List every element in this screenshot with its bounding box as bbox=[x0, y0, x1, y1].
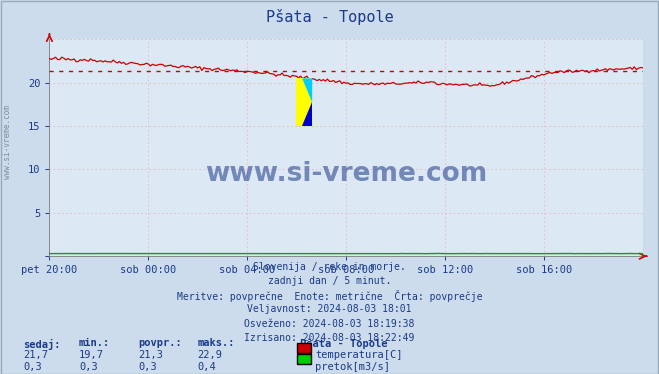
Text: 0,4: 0,4 bbox=[198, 362, 216, 372]
Text: Slovenija / reke in morje.: Slovenija / reke in morje. bbox=[253, 262, 406, 272]
Text: sedaj:: sedaj: bbox=[23, 338, 61, 349]
Text: temperatura[C]: temperatura[C] bbox=[315, 350, 403, 361]
Text: Izrisano: 2024-08-03 18:22:49: Izrisano: 2024-08-03 18:22:49 bbox=[244, 333, 415, 343]
Text: Pšata - Topole: Pšata - Topole bbox=[300, 338, 387, 349]
Text: zadnji dan / 5 minut.: zadnji dan / 5 minut. bbox=[268, 276, 391, 286]
Text: 0,3: 0,3 bbox=[23, 362, 42, 372]
Text: Osveženo: 2024-08-03 18:19:38: Osveženo: 2024-08-03 18:19:38 bbox=[244, 319, 415, 329]
Text: www.si-vreme.com: www.si-vreme.com bbox=[3, 105, 13, 179]
Text: 22,9: 22,9 bbox=[198, 350, 223, 361]
Text: Pšata - Topole: Pšata - Topole bbox=[266, 9, 393, 25]
Bar bbox=[295, 78, 312, 126]
Text: pretok[m3/s]: pretok[m3/s] bbox=[315, 362, 390, 372]
Text: 19,7: 19,7 bbox=[79, 350, 104, 361]
Text: min.:: min.: bbox=[79, 338, 110, 349]
Text: 21,3: 21,3 bbox=[138, 350, 163, 361]
Text: maks.:: maks.: bbox=[198, 338, 235, 349]
Text: Meritve: povprečne  Enote: metrične  Črta: povprečje: Meritve: povprečne Enote: metrične Črta:… bbox=[177, 290, 482, 302]
Text: 0,3: 0,3 bbox=[138, 362, 157, 372]
Polygon shape bbox=[302, 102, 312, 126]
Text: 0,3: 0,3 bbox=[79, 362, 98, 372]
Text: Veljavnost: 2024-08-03 18:01: Veljavnost: 2024-08-03 18:01 bbox=[247, 304, 412, 315]
Text: www.si-vreme.com: www.si-vreme.com bbox=[205, 161, 487, 187]
Text: 21,7: 21,7 bbox=[23, 350, 48, 361]
Polygon shape bbox=[302, 78, 312, 102]
Text: povpr.:: povpr.: bbox=[138, 338, 182, 349]
